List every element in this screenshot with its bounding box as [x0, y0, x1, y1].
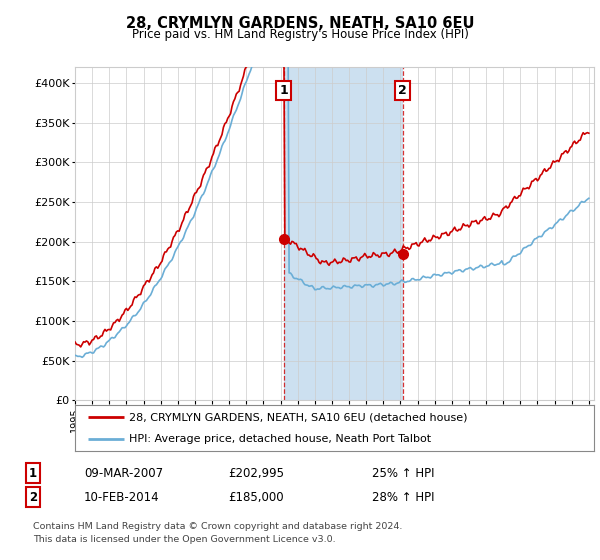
Text: This data is licensed under the Open Government Licence v3.0.: This data is licensed under the Open Gov…	[33, 535, 335, 544]
Bar	[284, 67, 403, 400]
Text: 2: 2	[29, 491, 37, 504]
Text: 1: 1	[29, 466, 37, 480]
Text: 1: 1	[280, 84, 288, 97]
Text: £185,000: £185,000	[228, 491, 284, 504]
Text: 2: 2	[398, 84, 407, 97]
Text: £202,995: £202,995	[228, 466, 284, 480]
Text: HPI: Average price, detached house, Neath Port Talbot: HPI: Average price, detached house, Neat…	[130, 435, 431, 444]
Text: 28% ↑ HPI: 28% ↑ HPI	[372, 491, 434, 504]
Text: 25% ↑ HPI: 25% ↑ HPI	[372, 466, 434, 480]
Text: Contains HM Land Registry data © Crown copyright and database right 2024.: Contains HM Land Registry data © Crown c…	[33, 522, 403, 531]
Text: Price paid vs. HM Land Registry's House Price Index (HPI): Price paid vs. HM Land Registry's House …	[131, 28, 469, 41]
Text: 28, CRYMLYN GARDENS, NEATH, SA10 6EU: 28, CRYMLYN GARDENS, NEATH, SA10 6EU	[126, 16, 474, 31]
Text: 28, CRYMLYN GARDENS, NEATH, SA10 6EU (detached house): 28, CRYMLYN GARDENS, NEATH, SA10 6EU (de…	[130, 412, 468, 422]
Text: 09-MAR-2007: 09-MAR-2007	[84, 466, 163, 480]
Text: 10-FEB-2014: 10-FEB-2014	[84, 491, 160, 504]
